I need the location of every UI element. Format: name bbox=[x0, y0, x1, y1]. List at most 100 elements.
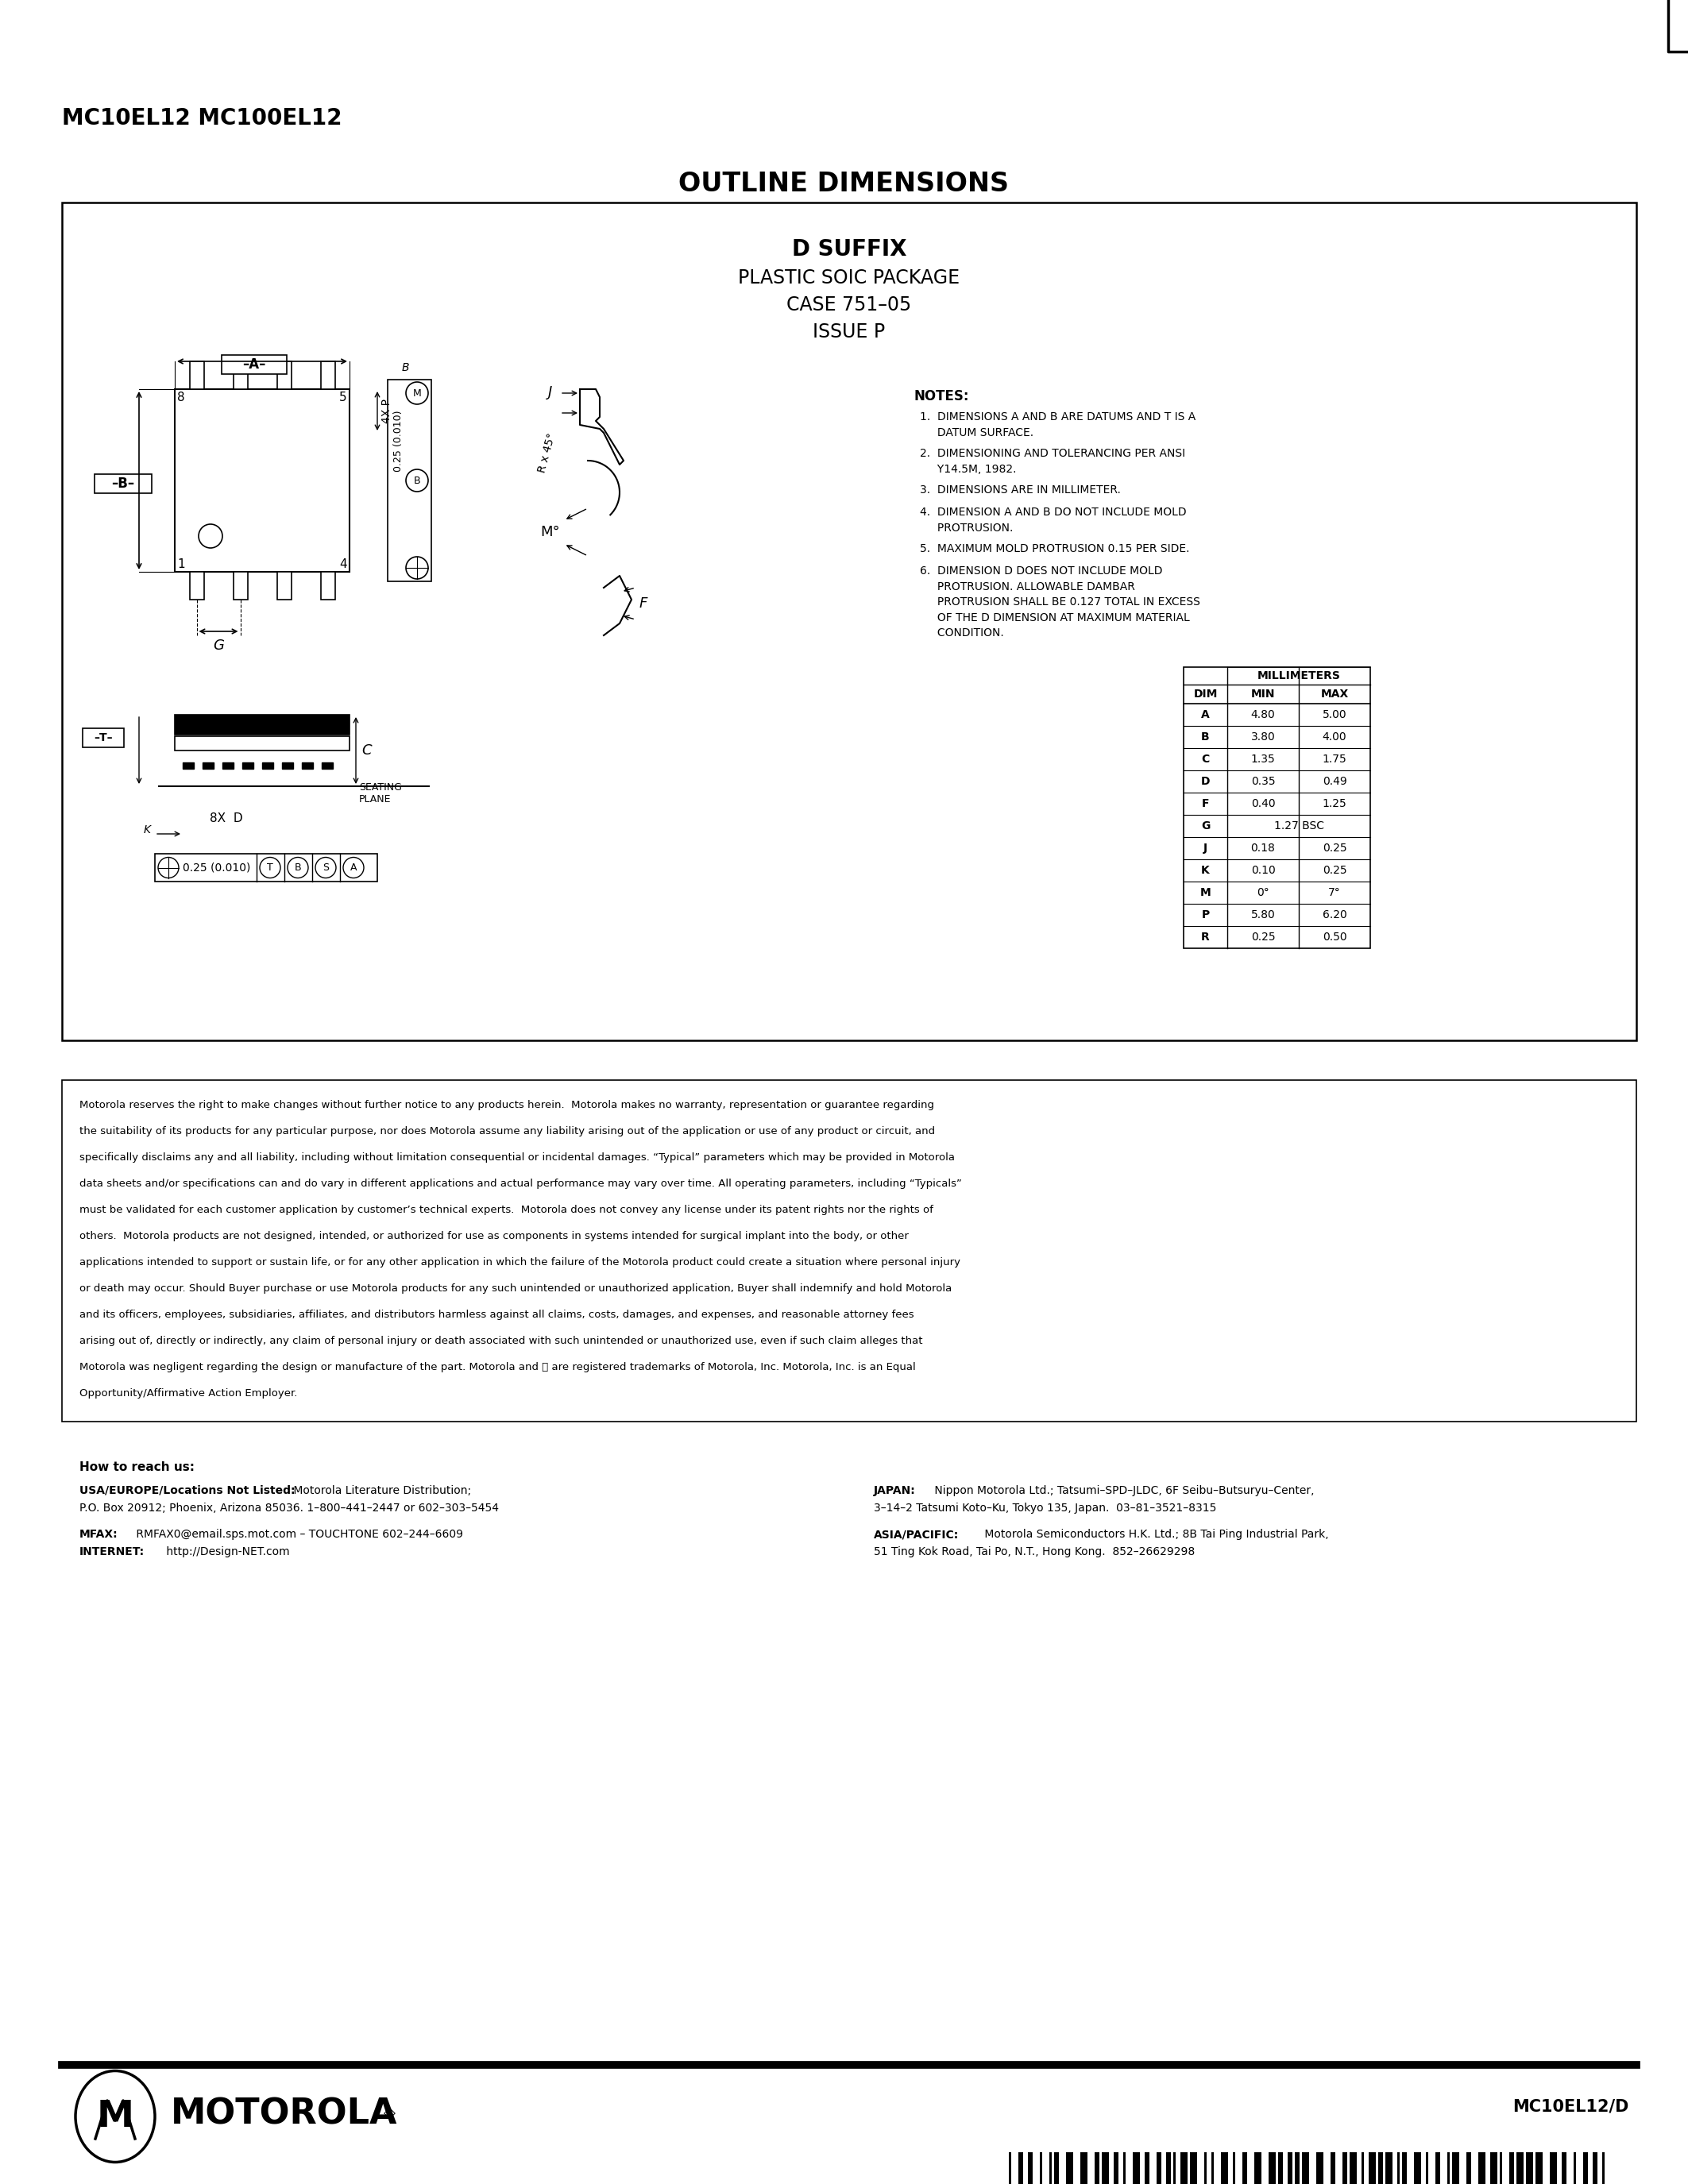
Text: R: R bbox=[1202, 933, 1210, 943]
Text: 7°: 7° bbox=[1328, 887, 1340, 898]
Bar bbox=[1467, 2151, 1472, 2184]
Text: D: D bbox=[1200, 775, 1210, 786]
Bar bbox=[1403, 2151, 1406, 2184]
Text: 0°: 0° bbox=[1258, 887, 1269, 898]
Circle shape bbox=[316, 858, 336, 878]
Text: 3.  DIMENSIONS ARE IN MILLIMETER.: 3. DIMENSIONS ARE IN MILLIMETER. bbox=[920, 485, 1121, 496]
Bar bbox=[1509, 2151, 1514, 2184]
Bar bbox=[1094, 2151, 1099, 2184]
Text: 6.  DIMENSION D DOES NOT INCLUDE MOLD
     PROTRUSION. ALLOWABLE DAMBAR
     PRO: 6. DIMENSION D DOES NOT INCLUDE MOLD PRO… bbox=[920, 566, 1200, 638]
Bar bbox=[1114, 2151, 1119, 2184]
Text: 0.25 (0.010): 0.25 (0.010) bbox=[393, 411, 403, 472]
Circle shape bbox=[405, 470, 429, 491]
Text: 4X P: 4X P bbox=[381, 400, 392, 424]
Bar bbox=[1173, 2151, 1175, 2184]
Text: J: J bbox=[549, 384, 552, 400]
Text: PLASTIC SOIC PACKAGE: PLASTIC SOIC PACKAGE bbox=[738, 269, 960, 288]
Text: MILLIMETERS: MILLIMETERS bbox=[1258, 670, 1340, 681]
Text: 1.  DIMENSIONS A AND B ARE DATUMS AND T IS A
     DATUM SURFACE.: 1. DIMENSIONS A AND B ARE DATUMS AND T I… bbox=[920, 411, 1195, 439]
Bar bbox=[1123, 2151, 1126, 2184]
Text: 1.25: 1.25 bbox=[1322, 797, 1347, 810]
Bar bbox=[1573, 2151, 1577, 2184]
Bar bbox=[322, 762, 333, 769]
Circle shape bbox=[260, 858, 280, 878]
Bar bbox=[1144, 2151, 1150, 2184]
Bar bbox=[388, 380, 432, 581]
Text: 1: 1 bbox=[177, 557, 186, 570]
Text: C: C bbox=[361, 743, 371, 758]
Text: MAX: MAX bbox=[1320, 688, 1349, 699]
Text: B: B bbox=[294, 863, 300, 874]
Text: ISSUE P: ISSUE P bbox=[814, 323, 885, 341]
Text: 8X  D: 8X D bbox=[209, 812, 243, 823]
Bar bbox=[1220, 2151, 1229, 2184]
Bar bbox=[1593, 2151, 1597, 2184]
Text: B: B bbox=[414, 476, 420, 485]
Text: ◇: ◇ bbox=[383, 2105, 395, 2121]
Text: P.O. Box 20912; Phoenix, Arizona 85036. 1–800–441–2447 or 602–303–5454: P.O. Box 20912; Phoenix, Arizona 85036. … bbox=[79, 1503, 500, 1514]
Text: 0.50: 0.50 bbox=[1322, 933, 1347, 943]
Bar bbox=[1254, 2151, 1261, 2184]
Bar bbox=[1550, 2151, 1556, 2184]
Text: R x 45°: R x 45° bbox=[537, 432, 557, 474]
Bar bbox=[1204, 2151, 1207, 2184]
Text: 0.25 (0.010): 0.25 (0.010) bbox=[182, 863, 250, 874]
Bar bbox=[1295, 2151, 1300, 2184]
Text: G: G bbox=[1200, 821, 1210, 832]
Bar bbox=[1369, 2151, 1376, 2184]
Text: 6.20: 6.20 bbox=[1322, 909, 1347, 919]
Text: F: F bbox=[1202, 797, 1209, 810]
Bar bbox=[1526, 2151, 1533, 2184]
Bar bbox=[1499, 2151, 1502, 2184]
Text: ASIA/PACIFIC:: ASIA/PACIFIC: bbox=[874, 1529, 959, 1540]
Bar bbox=[182, 762, 194, 769]
Bar bbox=[302, 762, 312, 769]
Ellipse shape bbox=[76, 2070, 155, 2162]
FancyBboxPatch shape bbox=[83, 727, 123, 747]
Text: J: J bbox=[1204, 843, 1207, 854]
Text: C: C bbox=[1202, 753, 1210, 764]
Text: specifically disclaims any and all liability, including without limitation conse: specifically disclaims any and all liabi… bbox=[79, 1153, 955, 1162]
Text: NOTES:: NOTES: bbox=[913, 389, 969, 404]
Bar bbox=[1278, 2151, 1283, 2184]
Circle shape bbox=[199, 524, 223, 548]
Bar bbox=[1447, 2151, 1450, 2184]
Bar bbox=[62, 203, 1636, 1040]
Text: Motorola Literature Distribution;: Motorola Literature Distribution; bbox=[290, 1485, 471, 1496]
Text: or death may occur. Should Buyer purchase or use Motorola products for any such : or death may occur. Should Buyer purchas… bbox=[79, 1284, 952, 1293]
Bar bbox=[282, 762, 294, 769]
FancyBboxPatch shape bbox=[95, 474, 152, 494]
Text: 5: 5 bbox=[339, 391, 348, 404]
Circle shape bbox=[343, 858, 365, 878]
Text: DIM: DIM bbox=[1193, 688, 1217, 699]
Text: data sheets and/or specifications can and do vary in different applications and : data sheets and/or specifications can an… bbox=[79, 1179, 962, 1188]
Bar bbox=[1190, 2151, 1197, 2184]
Text: 5.  MAXIMUM MOLD PROTRUSION 0.15 PER SIDE.: 5. MAXIMUM MOLD PROTRUSION 0.15 PER SIDE… bbox=[920, 544, 1190, 555]
Bar bbox=[1102, 2151, 1109, 2184]
Circle shape bbox=[287, 858, 309, 878]
Text: B: B bbox=[1202, 732, 1210, 743]
Text: M°: M° bbox=[540, 524, 560, 539]
Bar bbox=[321, 572, 334, 601]
Text: F: F bbox=[640, 596, 648, 612]
Bar bbox=[1435, 2151, 1440, 2184]
Text: Motorola reserves the right to make changes without further notice to any produc: Motorola reserves the right to make chan… bbox=[79, 1101, 933, 1109]
Bar bbox=[233, 360, 248, 389]
Bar bbox=[1040, 2151, 1041, 2184]
Text: 5.80: 5.80 bbox=[1251, 909, 1274, 919]
Bar bbox=[1028, 2151, 1033, 2184]
Text: others.  Motorola products are not designed, intended, or authorized for use as : others. Motorola products are not design… bbox=[79, 1232, 908, 1241]
Text: 1.35: 1.35 bbox=[1251, 753, 1274, 764]
Text: –B–: –B– bbox=[111, 476, 135, 491]
Bar bbox=[1183, 666, 1371, 948]
Text: 3.80: 3.80 bbox=[1251, 732, 1274, 743]
Bar bbox=[243, 762, 253, 769]
Text: 8: 8 bbox=[177, 391, 186, 404]
Bar bbox=[1301, 2151, 1310, 2184]
Bar bbox=[1491, 2151, 1497, 2184]
Text: M: M bbox=[1200, 887, 1210, 898]
Bar bbox=[1232, 2151, 1236, 2184]
Text: 0.18: 0.18 bbox=[1251, 843, 1276, 854]
Bar bbox=[176, 389, 349, 572]
Bar bbox=[189, 572, 204, 601]
